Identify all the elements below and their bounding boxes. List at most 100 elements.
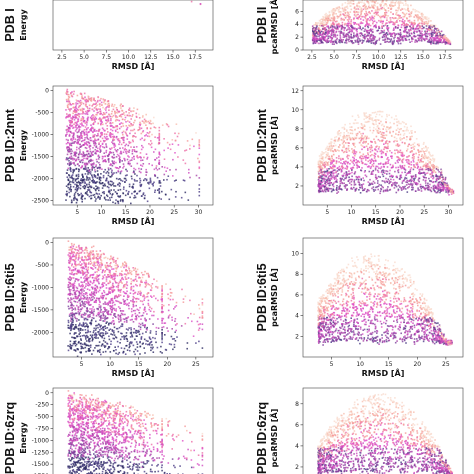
scatter-point xyxy=(354,39,356,42)
scatter-point xyxy=(115,118,118,121)
scatter-point xyxy=(375,11,377,13)
scatter-point xyxy=(117,139,120,142)
scatter-point xyxy=(81,107,84,110)
scatter-point xyxy=(408,19,411,22)
x-tick-label: 15.0 xyxy=(416,54,430,61)
scatter-point xyxy=(317,38,320,40)
scatter-point xyxy=(88,168,91,171)
scatter-point xyxy=(433,29,436,32)
scatter-point xyxy=(399,1,401,4)
scatter-point xyxy=(341,7,344,10)
scatter-point xyxy=(386,5,388,7)
scatter-point xyxy=(84,186,87,188)
scatter-point xyxy=(381,25,383,27)
scatter-point xyxy=(74,153,77,156)
scatter-point xyxy=(159,180,161,182)
scatter-point xyxy=(77,114,80,116)
scatter-point xyxy=(397,27,399,29)
scatter-point xyxy=(107,190,110,193)
scatter-point xyxy=(72,186,75,188)
scatter-point xyxy=(367,18,369,20)
scatter-point xyxy=(106,106,108,108)
scatter-point xyxy=(73,199,75,201)
scatter-point xyxy=(200,127,202,129)
scatter-point xyxy=(131,157,134,159)
scatter-point xyxy=(112,108,115,111)
scatter-point xyxy=(79,93,82,95)
scatter-point xyxy=(361,34,364,37)
scatter-point xyxy=(89,116,92,119)
scatter-point xyxy=(339,13,342,16)
scatter-point xyxy=(125,168,127,171)
scatter-point xyxy=(70,94,73,97)
scatter-point xyxy=(330,41,332,44)
scatter-point xyxy=(87,110,90,113)
scatter-point xyxy=(124,181,126,183)
scatter-point xyxy=(84,96,86,98)
scatter-point xyxy=(126,150,129,153)
scatter-point xyxy=(85,121,88,123)
scatter-point xyxy=(76,108,79,111)
scatter-point xyxy=(321,21,324,23)
scatter-point xyxy=(405,28,408,30)
scatter-point xyxy=(347,39,349,41)
scatter-point xyxy=(76,131,79,134)
scatter-point xyxy=(81,158,84,161)
scatter-point xyxy=(389,32,392,35)
scatter-point xyxy=(397,24,400,27)
scatter-point xyxy=(189,144,191,147)
scatter-point xyxy=(80,140,83,143)
scatter-point xyxy=(348,38,350,40)
scatter-point xyxy=(84,187,86,190)
scatter-point xyxy=(80,119,82,122)
scatter-point xyxy=(448,40,450,43)
scatter-point xyxy=(332,18,335,20)
scatter-point xyxy=(350,36,353,38)
scatter-point xyxy=(113,172,115,174)
scatter-point xyxy=(337,28,339,30)
scatter-point xyxy=(72,181,75,184)
scatter-point xyxy=(422,34,425,36)
y-tick-label: 2 xyxy=(295,34,299,41)
scatter-point xyxy=(112,183,114,186)
scatter-point xyxy=(75,159,78,162)
scatter-point xyxy=(108,102,110,105)
scatter-point xyxy=(360,9,362,11)
scatter-point xyxy=(344,17,347,19)
scatter-point xyxy=(110,122,112,125)
scatter-point xyxy=(432,34,434,36)
scatter-point xyxy=(99,140,102,143)
scatter-point xyxy=(95,145,98,147)
scatter-point xyxy=(95,102,97,104)
scatter-point xyxy=(104,103,107,105)
scatter-point xyxy=(375,21,378,24)
scatter-point xyxy=(355,28,357,30)
scatter-point xyxy=(75,168,77,170)
scatter-point xyxy=(87,179,89,181)
scatter-point xyxy=(312,37,315,40)
scatter-point xyxy=(443,38,446,41)
x-tick-label: 2.5 xyxy=(307,54,317,61)
scatter-point xyxy=(72,136,75,139)
scatter-point xyxy=(398,3,400,5)
scatter-point xyxy=(77,138,80,140)
scatter-point xyxy=(316,39,319,41)
scatter-point xyxy=(68,160,70,162)
scatter-point xyxy=(128,183,131,186)
scatter-point xyxy=(140,148,143,151)
scatter-point xyxy=(112,162,114,165)
scatter-point xyxy=(66,125,68,128)
scatter-point xyxy=(119,171,122,173)
scatter-point xyxy=(151,164,153,167)
scatter-point xyxy=(383,16,385,18)
scatter-point xyxy=(408,15,411,18)
scatter-point xyxy=(132,129,134,132)
scatter-point xyxy=(327,35,330,37)
scatter-point xyxy=(79,146,81,148)
scatter-point xyxy=(102,98,104,100)
scatter-point xyxy=(143,122,146,124)
scatter-point xyxy=(112,193,114,195)
x-axis-label: RMSD [Å] xyxy=(362,61,405,71)
scatter-point xyxy=(391,0,394,2)
scatter-point xyxy=(405,9,407,11)
